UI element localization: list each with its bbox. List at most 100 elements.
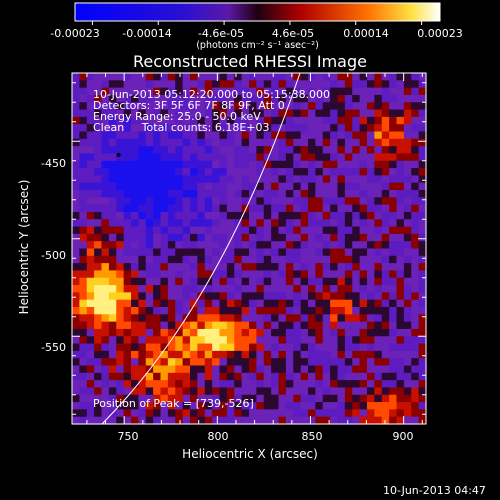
heatmap-cell: [352, 219, 361, 228]
heatmap-cell: [101, 394, 110, 403]
heatmap-cell: [418, 270, 427, 279]
heatmap-cell: [79, 197, 88, 206]
heatmap-cell: [138, 292, 147, 301]
heatmap-cell: [367, 87, 375, 96]
heatmap-cell: [344, 102, 353, 111]
heatmap-cell: [108, 336, 117, 345]
heatmap-cell: [330, 270, 339, 279]
heatmap-cell: [344, 131, 353, 140]
heatmap-cell: [190, 299, 198, 308]
heatmap-cell: [175, 233, 184, 242]
heatmap-cell: [123, 168, 132, 176]
heatmap-cell: [359, 365, 368, 374]
heatmap-cell: [418, 226, 427, 235]
heatmap-cell: [300, 168, 309, 176]
heatmap-cell: [167, 416, 176, 425]
heatmap-cell: [241, 175, 250, 184]
heatmap-cell: [381, 270, 390, 279]
heatmap-cell: [293, 292, 302, 301]
heatmap-cell: [359, 116, 368, 125]
heatmap-cell: [160, 380, 169, 389]
heatmap-cell: [337, 255, 346, 264]
heatmap-cell: [101, 233, 110, 242]
heatmap-cell: [389, 153, 398, 162]
heatmap-cell: [330, 314, 339, 323]
heatmap-cell: [79, 380, 88, 389]
heatmap-cell: [131, 314, 139, 323]
heatmap-cell: [116, 73, 125, 81]
heatmap-cell: [330, 416, 339, 425]
heatmap-cell: [411, 211, 420, 220]
heatmap-cell: [403, 263, 412, 272]
heatmap-cell: [94, 336, 103, 345]
heatmap-cell: [212, 219, 221, 228]
heatmap-cell: [322, 146, 331, 155]
heatmap-cell: [226, 219, 235, 228]
heatmap-cell: [153, 168, 162, 176]
heatmap-cell: [226, 124, 235, 133]
heatmap-cell: [212, 402, 221, 410]
heatmap-cell: [300, 138, 309, 147]
heatmap-cell: [418, 94, 427, 103]
heatmap-cell: [160, 197, 169, 206]
heatmap-cell: [182, 248, 191, 257]
heatmap-cell: [72, 292, 80, 301]
heatmap-cell: [116, 387, 125, 396]
heatmap-cell: [322, 314, 331, 323]
heatmap-cell: [374, 409, 383, 418]
heatmap-cell: [226, 73, 235, 81]
heatmap-cell: [308, 204, 316, 213]
heatmap-cell: [197, 94, 206, 103]
heatmap-cell: [322, 350, 331, 359]
heatmap-cell: [256, 299, 265, 308]
heatmap-cell: [160, 299, 169, 308]
heatmap-cell: [285, 307, 294, 315]
heatmap-cell: [153, 270, 162, 279]
heatmap-cell: [108, 182, 117, 191]
heatmap-cell: [256, 343, 265, 352]
heatmap-cell: [374, 263, 383, 272]
heatmap-cell: [271, 226, 280, 235]
heatmap-cell: [72, 387, 80, 396]
heatmap-cell: [344, 87, 353, 96]
heatmap-cell: [344, 168, 353, 176]
heatmap-cell: [212, 248, 221, 257]
heatmap-cell: [108, 416, 117, 425]
heatmap-cell: [381, 328, 390, 337]
heatmap-cell: [131, 402, 139, 410]
heatmap-cell: [249, 314, 257, 323]
heatmap-cell: [131, 409, 139, 418]
heatmap-cell: [153, 255, 162, 264]
heatmap-cell: [234, 314, 243, 323]
heatmap-cell: [241, 182, 250, 191]
heatmap-cell: [131, 321, 139, 330]
heatmap-cell: [308, 387, 316, 396]
heatmap-cell: [396, 204, 405, 213]
heatmap-cell: [108, 226, 117, 235]
heatmap-cell: [359, 270, 368, 279]
heatmap-cell: [315, 153, 324, 162]
info-energy-range: Energy Range: 25.0 - 50.0 keV: [93, 110, 261, 123]
heatmap-cell: [293, 372, 302, 381]
heatmap-cell: [197, 146, 206, 155]
heatmap-cell: [418, 116, 427, 125]
heatmap-cell: [278, 299, 287, 308]
heatmap-cell: [175, 211, 184, 220]
heatmap-cell: [337, 307, 346, 315]
heatmap-cell: [182, 402, 191, 410]
heatmap-cell: [123, 263, 132, 272]
heatmap-cell: [138, 285, 147, 293]
heatmap-cell: [271, 277, 280, 286]
heatmap-cell: [271, 328, 280, 337]
heatmap-cell: [123, 94, 132, 103]
heatmap-cell: [138, 380, 147, 389]
heatmap-cell: [389, 109, 398, 118]
heatmap-cell: [138, 109, 147, 118]
heatmap-cell: [94, 270, 103, 279]
heatmap-cell: [300, 102, 309, 111]
heatmap-cell: [367, 263, 375, 272]
heatmap-cell: [367, 219, 375, 228]
heatmap-cell: [330, 248, 339, 257]
heatmap-cell: [381, 87, 390, 96]
heatmap-cell: [219, 124, 228, 133]
